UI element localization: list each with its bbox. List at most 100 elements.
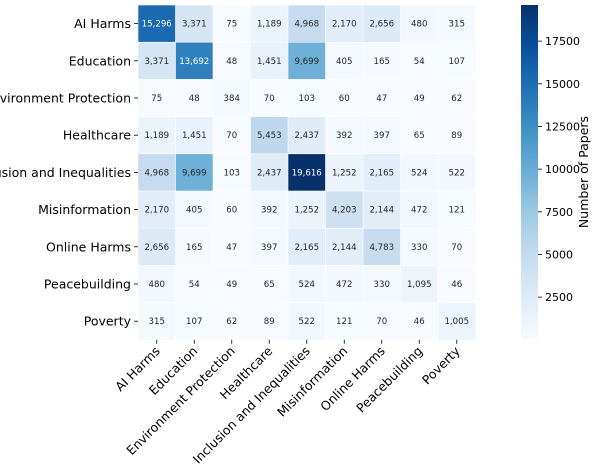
heatmap-cell [287,227,327,267]
column-label: Peacebuilding [353,343,425,415]
heatmap-cell [400,190,439,230]
cell-value-label: 103 [224,168,240,178]
cell-value-label: 2,170 [144,206,169,216]
heatmap-cell [212,41,252,81]
cell-value-label: 2,165 [369,168,394,178]
cell-value-label: 1,252 [332,168,357,178]
cell-value-label: 472 [336,280,352,290]
row-label: Healthcare [63,128,131,143]
colorbar-ticks: 2500 5000 7500 10000 12500 15000 17500 [538,35,580,304]
heatmap-cell [137,41,177,81]
heatmap-cell [362,265,402,304]
cell-value-label: 2,144 [369,206,394,216]
cell-value-label: 392 [336,131,352,141]
cell-value-label: 49 [414,94,425,104]
cell-value-label: 330 [374,280,390,290]
heatmap-cell [325,302,364,341]
cell-value-label: 480 [149,280,165,290]
cell-value-label: 315 [449,20,465,30]
cell-value-label: 1,189 [257,20,282,30]
colorbar: 2500 5000 7500 10000 12500 15000 17500 Number … [521,5,591,339]
cell-value-label: 47 [376,94,387,104]
heatmap-cell [287,41,327,81]
heatmap-cell [250,153,289,192]
cell-value-label: 46 [451,280,462,290]
cell-value-label: 3,371 [144,57,169,67]
cell-value-label: 5,453 [257,131,282,141]
cell-value-label: 1,252 [294,206,319,216]
heatmap-cell [400,41,439,81]
row-label: Misinformation [38,202,131,217]
heatmap-cell [437,116,477,155]
heatmap-cell [287,190,327,230]
cell-value-label: 62 [226,317,237,327]
cell-value-label: 70 [376,317,387,327]
heatmap-cell [250,4,289,44]
heatmap-cell [212,79,252,118]
cell-value-label: 75 [226,20,237,30]
cell-value-label: 9,699 [182,168,207,178]
cell-value-label: 392 [261,206,277,216]
row-label: Peacebuilding [44,277,131,292]
cell-value-label: 4,968 [294,20,319,30]
heatmap-cell [212,153,252,192]
cell-value-label: 522 [299,317,315,327]
row-label: Online Harms [46,239,131,254]
cell-value-label: 65 [414,131,425,141]
heatmap-cell [437,265,477,304]
heatmap-cell [250,265,289,304]
heatmap-cell [175,302,214,341]
cell-value-label: 405 [336,57,352,67]
cell-value-label: 524 [411,168,427,178]
cell-value-label: 2,170 [332,20,357,30]
cell-value-label: 397 [261,243,277,253]
heatmap-cell [250,116,289,155]
cell-value-label: 75 [151,94,162,104]
cell-value-label: 103 [299,94,315,104]
cell-value-label: 4,968 [144,168,169,178]
heatmap-cell [250,302,289,341]
cell-value-label: 121 [336,317,352,327]
heatmap-cell [287,265,327,304]
cell-value-label: 1,451 [257,57,282,67]
cell-value-label: 70 [226,131,237,141]
heatmap-cell [175,190,214,230]
cell-value-label: 47 [226,243,237,253]
cell-value-label: 13,692 [179,57,209,67]
heatmap-cell [137,116,177,155]
cell-value-label: 60 [226,206,237,216]
heatmap-cell [212,4,252,44]
colorbar-tick-label: 10000 [545,163,580,176]
cell-value-label: 107 [449,57,465,67]
cell-value-label: 89 [264,317,275,327]
heatmap-cell [362,153,402,192]
cell-value-label: 522 [449,168,465,178]
heatmap-cell [437,153,477,192]
cell-value-label: 165 [374,57,390,67]
cell-value-label: 1,189 [144,131,169,141]
heatmap-cell [175,79,214,118]
cell-value-label: 2,165 [294,243,319,253]
heatmap-cell [175,227,214,267]
cell-value-label: 89 [451,131,462,141]
row-label: Education [69,53,131,68]
heatmap-cell-labels: 15,296 3,371 75 1,189 4,968 2,170 2,656 480 315 3… [142,20,469,328]
cell-value-label: 15,296 [142,20,172,30]
cell-value-label: 330 [411,243,427,253]
cell-value-label: 2,656 [144,243,169,253]
column-label: Poverty [419,343,463,387]
cell-value-label: 2,656 [369,20,394,30]
cell-value-label: 2,437 [257,168,282,178]
heatmap-cell [175,116,214,155]
cell-value-label: 60 [339,94,350,104]
cell-value-label: 2,144 [332,243,357,253]
cell-value-label: 62 [451,94,462,104]
heatmap-cell [437,41,477,81]
cell-value-label: 472 [411,206,427,216]
row-tick-labels: AI Harms Education Environment Protection H… [0,16,138,329]
colorbar-tick-label: 2500 [545,291,573,304]
heatmap-cell [437,79,477,118]
cell-value-label: 315 [149,317,165,327]
heatmap-cell [362,41,402,81]
